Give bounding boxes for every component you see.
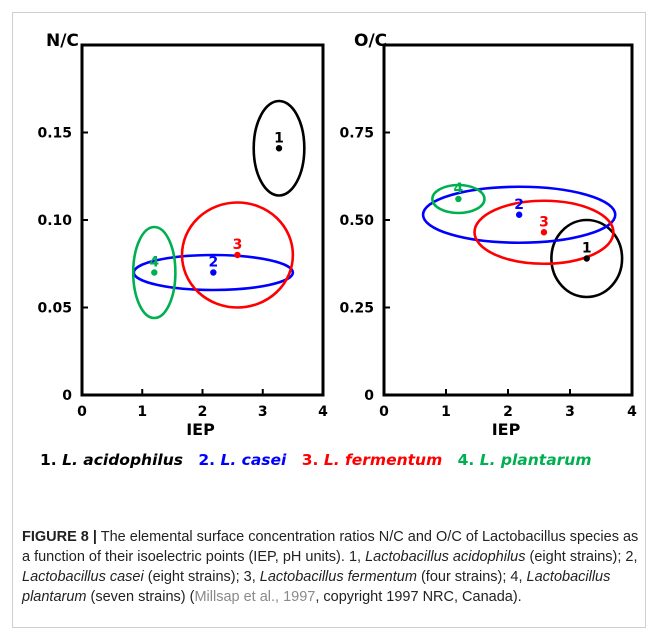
chart1-ellipse-3 [180,201,295,309]
chart1-y-tick-label: 0 [62,388,72,404]
caption-citation: Millsap et al., 1997 [194,589,316,605]
chart2-point-label-1: 1 [582,241,592,257]
legend-item-1: 1. L. acidophilus [40,451,183,469]
chart1-ellipse-1 [252,99,306,197]
legend-item-3: 3. L. fermentum [301,451,443,469]
chart2-x-tick-label: 0 [379,404,389,420]
chart1-y-tick-label: 0.05 [37,301,72,317]
chart2-point-3 [540,229,548,236]
chart2-point-2 [515,211,523,218]
chart2-x-tick-label: 1 [441,404,451,420]
chart1-point-1 [275,145,283,152]
chart2-y-tick-label: 0 [364,388,374,404]
chart2-y-tick-label: 0.25 [339,301,374,317]
chart1-point-3 [234,251,241,259]
caption-label: FIGURE 8 | [22,529,97,545]
chart2-x-tick-label: 2 [503,404,513,420]
chart2-ellipse-4 [431,183,486,215]
figure-caption: FIGURE 8 | The elemental surface concent… [22,529,639,605]
chart1-point-label-4: 4 [149,255,159,271]
chart2-x-tick-label: 4 [627,404,637,420]
chart2-point-4 [455,195,462,203]
chart1-y-tick-label: 0.10 [37,213,72,229]
chart1-y-tick-label: 0.15 [37,126,72,142]
chart1-x-tick-label: 0 [77,404,87,420]
chart1-plot-frame [80,43,325,397]
chart2-point-1 [583,255,590,262]
chart1-x-tick-label: 4 [318,404,328,420]
chart2-y-tick-label: 0.50 [339,213,374,229]
chart2-y-axis-label: O/C [354,31,387,51]
legend-item-2: 2. L. casei [198,451,287,469]
chart1-x-tick-label: 3 [258,404,268,420]
chart1-y-axis-label: N/C [46,31,79,51]
chart2-x-tick-label: 3 [565,404,575,420]
species-legend: 1. L. acidophilus 2. L. casei 3. L. ferm… [40,451,640,469]
figure-frame [12,12,646,628]
chart2-point-label-2: 2 [514,197,524,213]
chart2-ellipse-1 [550,218,624,299]
chart1-ellipse-4 [131,225,177,320]
chart1-point-label-1: 1 [274,130,284,146]
chart1-x-axis-label: IEP [186,420,215,439]
chart1-point-label-2: 2 [208,255,218,271]
chart2-point-label-4: 4 [454,181,464,197]
chart1-point-4 [151,269,158,276]
chart2-x-axis-label: IEP [492,420,521,439]
chart1-point-label-3: 3 [233,237,243,253]
legend-item-4: 4. L. plantarum [457,451,592,469]
chart2-ellipse-2 [421,185,617,245]
chart1-x-tick-label: 2 [198,404,208,420]
chart2-point-label-3: 3 [539,214,549,230]
chart2-ellipse-3 [473,199,615,266]
chart2-y-tick-label: 0.75 [339,126,374,142]
chart1-x-tick-label: 1 [137,404,147,420]
figure-charts: N/C00.050.100.150 1 2 3 4IEP1234O/C00.250.50… [37,31,637,439]
chart1-point-2 [210,269,217,276]
